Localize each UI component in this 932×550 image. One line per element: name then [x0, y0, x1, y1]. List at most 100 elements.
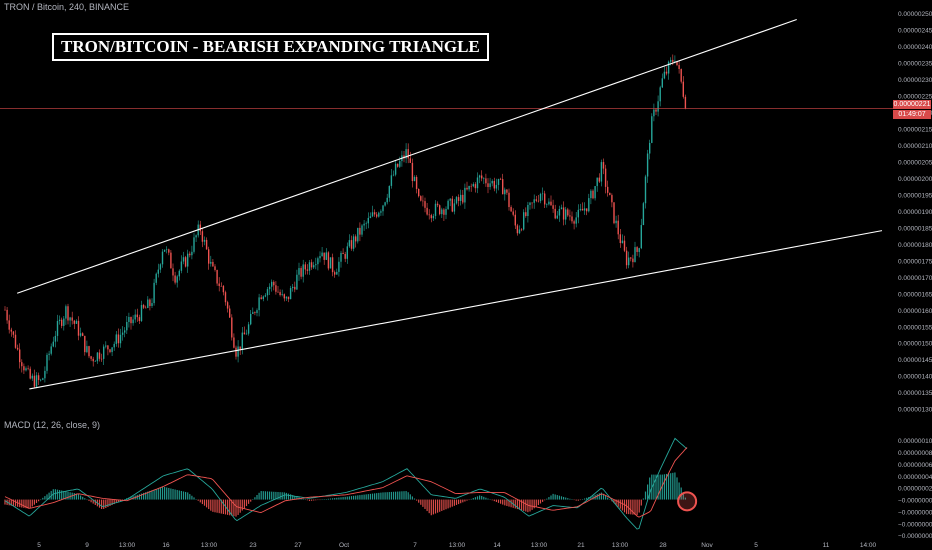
candle-body — [126, 321, 128, 331]
candle-body — [394, 163, 397, 175]
candle-body — [308, 262, 311, 271]
candle-body — [262, 296, 264, 300]
candle-body — [145, 307, 147, 309]
candle-body — [426, 207, 428, 215]
candle-body — [300, 268, 302, 277]
candle-body — [6, 309, 8, 321]
histogram-bar — [338, 497, 340, 500]
time-tick-label: Oct — [339, 542, 349, 549]
histogram-bar — [122, 499, 124, 501]
candle-body — [672, 59, 674, 62]
candle-body — [670, 59, 672, 62]
candle-body — [266, 289, 269, 296]
candle-body — [405, 149, 407, 159]
candle-body — [527, 204, 529, 217]
price-tick-label: 0.00000195 — [898, 192, 932, 199]
candle-body — [315, 264, 317, 266]
candle-body — [10, 329, 12, 332]
histogram-bar — [111, 499, 113, 506]
histogram-bar — [54, 489, 56, 500]
histogram-bar — [397, 491, 399, 500]
histogram-bar — [376, 493, 378, 500]
histogram-bar — [329, 498, 332, 500]
histogram-bar — [201, 499, 203, 505]
candle-body — [623, 240, 626, 251]
candle-body — [464, 187, 466, 203]
candle-body — [573, 221, 575, 224]
candle-body — [250, 313, 252, 325]
candle-body — [388, 185, 390, 198]
histogram-bar — [277, 492, 279, 500]
candle-body — [147, 299, 149, 308]
histogram-bar — [10, 499, 12, 506]
histogram-bar — [563, 496, 565, 500]
histogram-bar — [476, 496, 479, 500]
candle-body — [581, 208, 584, 211]
candle-body — [407, 149, 409, 159]
candle-body — [92, 358, 94, 362]
candle-body — [313, 265, 315, 268]
histogram-bar — [353, 495, 355, 500]
candle-body — [25, 368, 27, 371]
histogram-bar — [369, 493, 371, 500]
candle-body — [667, 61, 670, 74]
candle-body — [562, 207, 565, 220]
candle-body — [306, 269, 309, 271]
candle-body — [294, 286, 296, 290]
histogram-bar — [437, 499, 439, 513]
macd-line — [4, 437, 688, 530]
histogram-bar — [214, 499, 216, 513]
histogram-bar — [334, 498, 336, 500]
candle-body — [224, 292, 227, 303]
candle-body — [277, 291, 279, 293]
candle-body — [319, 256, 321, 259]
histogram-bar — [323, 499, 325, 500]
candle-body — [58, 319, 61, 322]
time-tick-label: 13:00 — [201, 542, 218, 549]
histogram-bar — [416, 499, 418, 501]
candle-body — [625, 250, 628, 266]
time-tick-label: 9 — [85, 542, 89, 549]
candle-body — [260, 297, 262, 300]
candle-body — [539, 193, 542, 202]
price-tick-label: 0.00000175 — [898, 258, 932, 265]
candle-body — [37, 375, 40, 380]
histogram-bar — [109, 499, 111, 507]
candle-body — [592, 190, 594, 199]
histogram-bar — [668, 473, 670, 500]
candle-body — [203, 239, 206, 242]
candle-body — [510, 207, 512, 212]
candle-body — [35, 375, 38, 387]
histogram-bar — [493, 499, 495, 502]
candle-body — [172, 268, 174, 276]
histogram-bar — [8, 499, 10, 506]
candle-body — [632, 258, 634, 263]
candle-body — [331, 257, 334, 273]
histogram-bar — [174, 489, 176, 500]
histogram-bar — [59, 490, 61, 500]
histogram-bar — [84, 498, 86, 500]
histogram-bar — [92, 499, 94, 504]
histogram-bar — [371, 493, 374, 500]
candle-body — [674, 61, 676, 62]
histogram-bar — [531, 499, 533, 510]
candle-body — [54, 335, 57, 342]
candle-body — [115, 334, 117, 344]
price-tick-label: 0.00000235 — [898, 60, 932, 67]
candle-body — [449, 198, 451, 201]
histogram-bar — [439, 499, 441, 512]
histogram-bar — [195, 499, 197, 500]
histogram-bar — [613, 499, 615, 504]
histogram-bar — [474, 497, 476, 500]
candle-body — [111, 347, 113, 353]
histogram-bar — [124, 499, 126, 500]
histogram-bar — [626, 499, 628, 514]
histogram-bar — [655, 474, 657, 500]
histogram-bar — [544, 499, 546, 501]
histogram-bar — [581, 499, 584, 500]
histogram-bar — [577, 499, 579, 501]
macd-tick-label: 0.00000010 — [898, 438, 932, 445]
histogram-bar — [510, 499, 512, 508]
histogram-bar — [145, 492, 147, 500]
candle-body — [361, 225, 363, 235]
